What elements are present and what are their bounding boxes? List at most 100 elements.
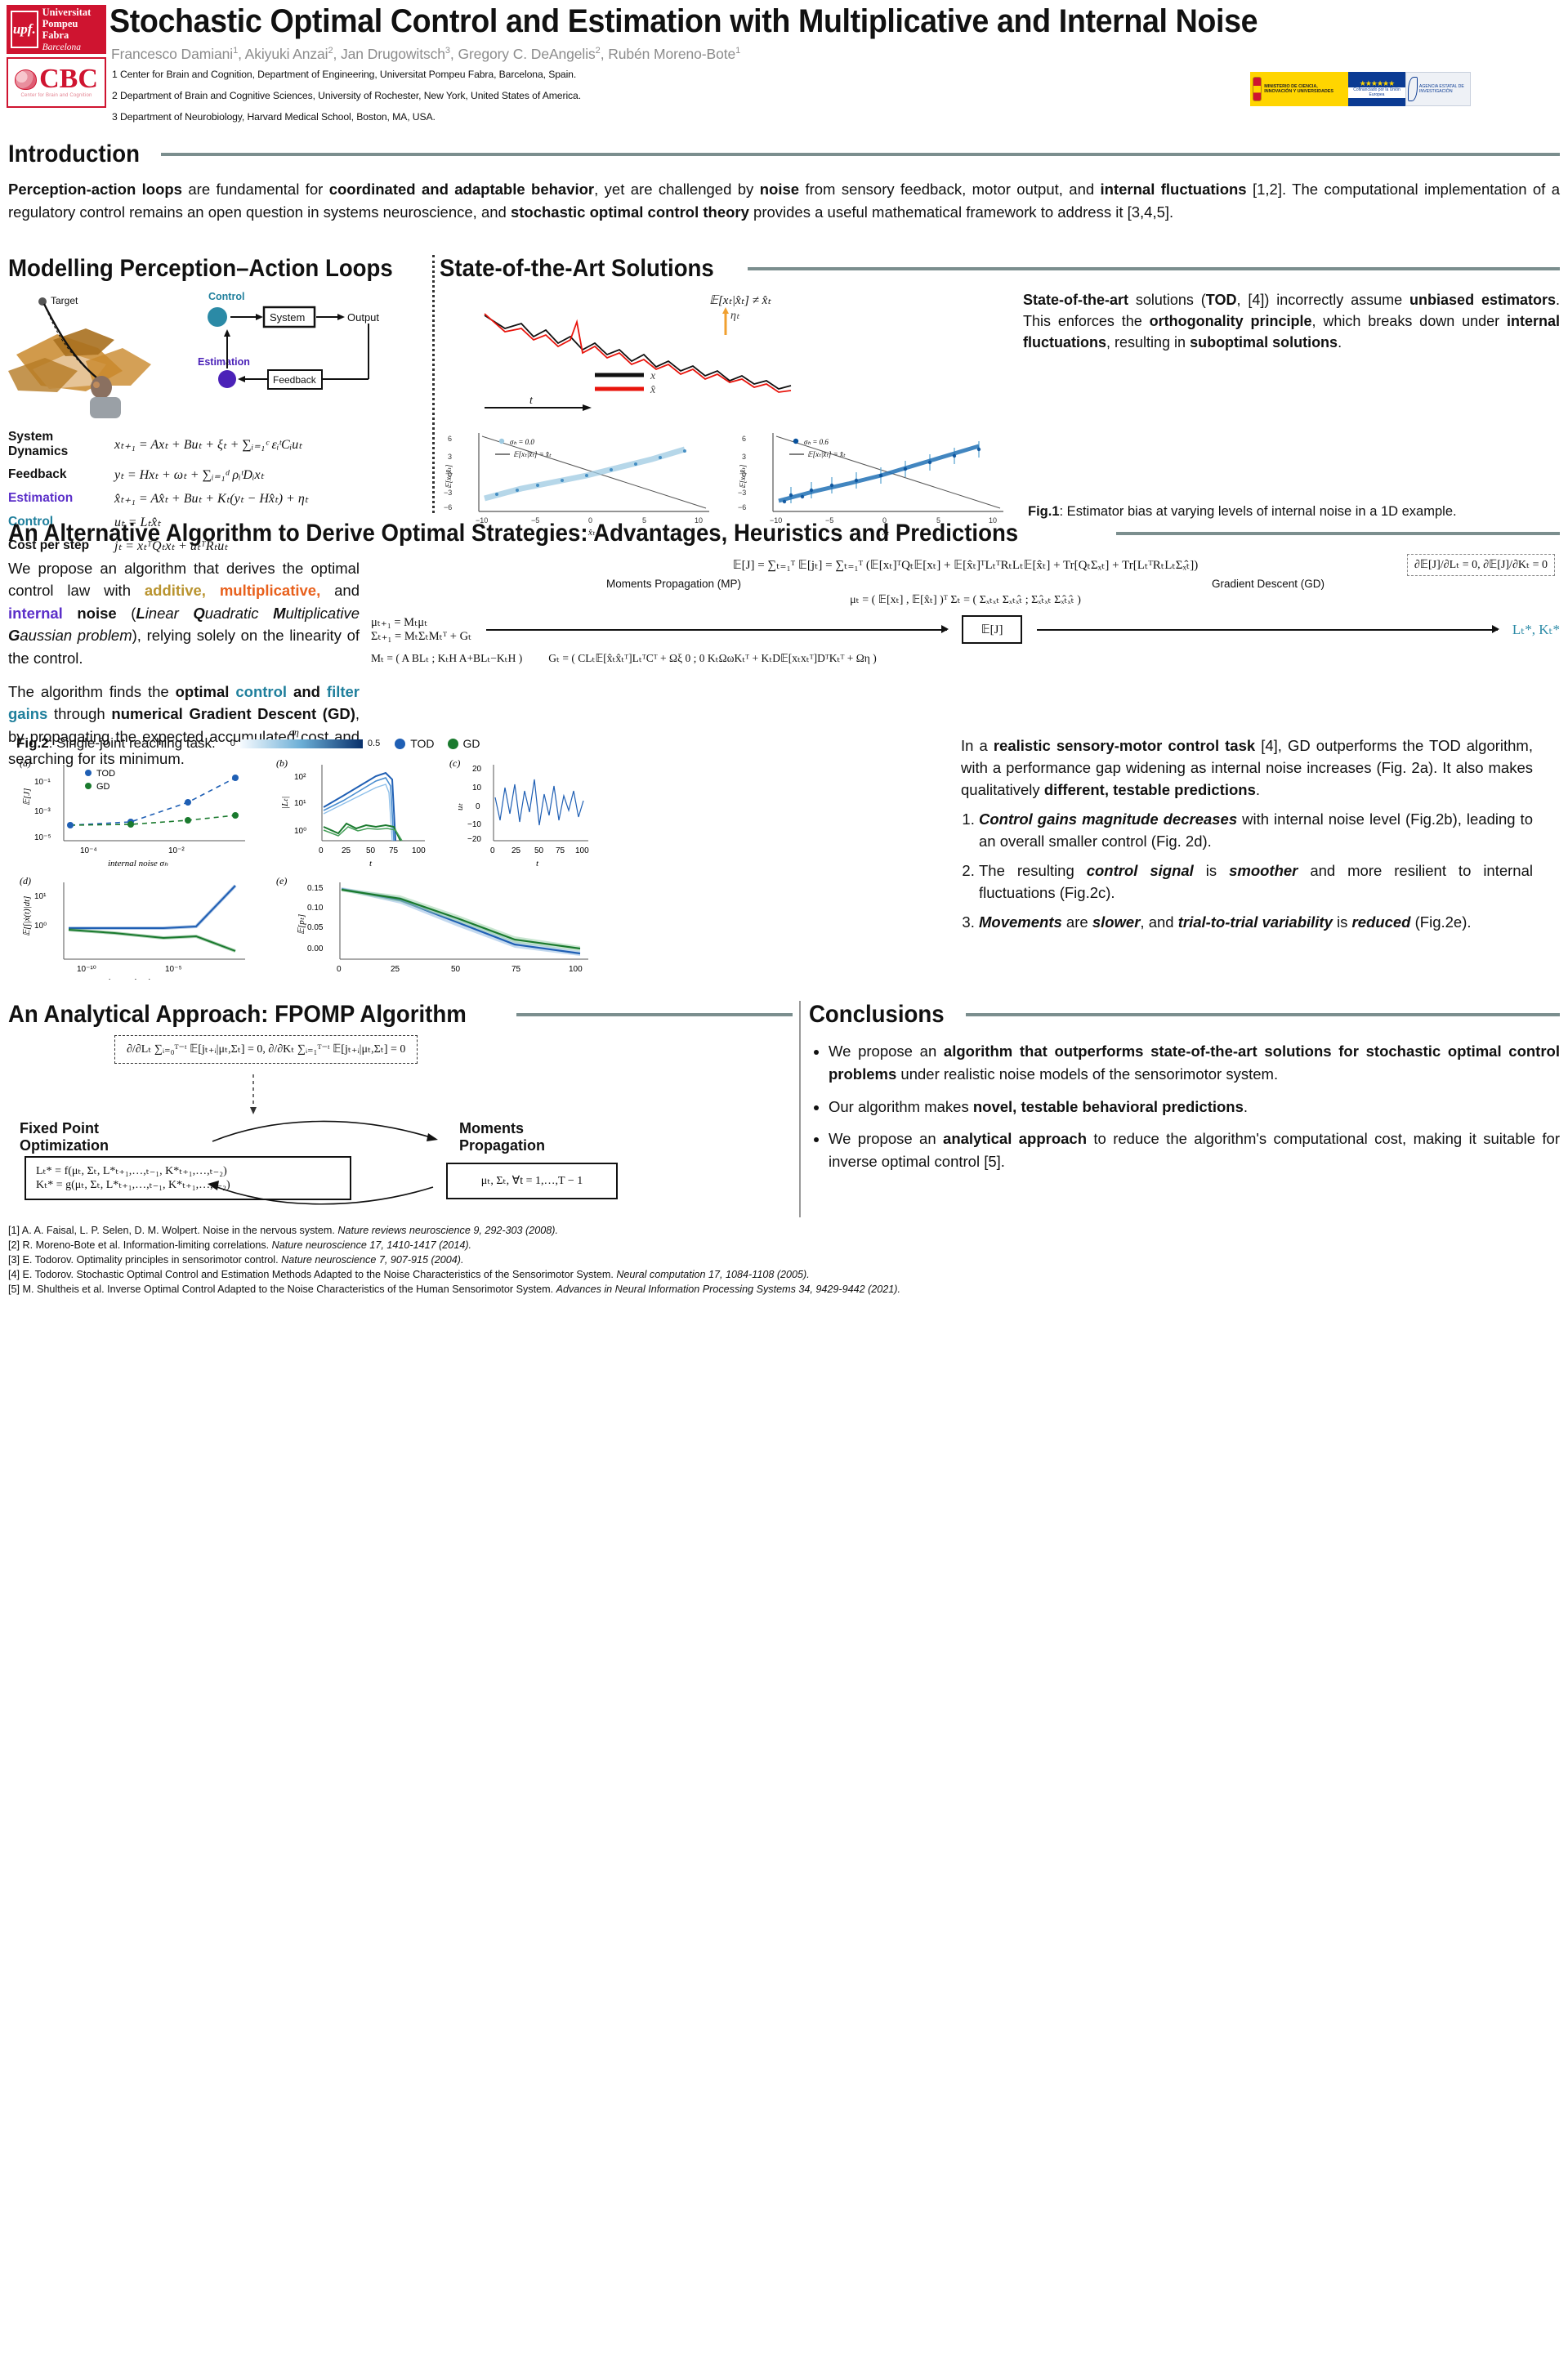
ytick: −6 <box>738 503 746 511</box>
svg-text:25: 25 <box>511 846 521 855</box>
fig1-identity-left: 𝔼[xₜ|x̂ₜ] = x̂ₜ <box>513 450 552 458</box>
reference-item: [5] M. Shultheis et al. Inverse Optimal … <box>8 1283 900 1295</box>
upf-logo-line2: Pompeu Fabra <box>42 17 78 41</box>
fig2-svg: (a) 10⁻¹ 10⁻³ 10⁻⁵ 10⁻⁴ 10⁻² internal noise… <box>20 757 589 980</box>
fig2-intro-text: In a realistic sensory-motor control tas… <box>961 737 1533 798</box>
affiliation-2: 2 Department of Brain and Cognitive Scie… <box>112 90 582 101</box>
legend-dot-tod <box>395 738 406 749</box>
reference-item: [1] A. A. Faisal, L. P. Selen, D. M. Wol… <box>8 1225 558 1236</box>
ylabel: 𝔼[xₜ|x̂ₜ] <box>444 464 453 489</box>
aei-logo-text: AGENCIA ESTATAL DE INVESTIGACIÓN <box>1418 83 1464 94</box>
svg-text:25: 25 <box>391 965 400 974</box>
svg-text:10⁰: 10⁰ <box>294 827 306 836</box>
svg-text:0: 0 <box>490 846 495 855</box>
conclusion-item: We propose an algorithm that outperforms… <box>829 1040 1560 1086</box>
fpomp-diagram: ∂/∂Lₜ ∑ᵢ₌₀ᵀ⁻ᵗ 𝔼[jₜ₊ᵢ|μₜ,Σₜ] = 0, ∂/∂Kₜ ∑… <box>8 1035 793 1211</box>
fig1-sigma-right: σₕ = 0.6 <box>804 438 829 446</box>
mid-row: Modelling Perception–Action Loops <box>8 255 1560 553</box>
conclusions-heading: Conclusions <box>809 1001 945 1028</box>
upf-logo-text: Universitat Pompeu Fabra Barcelona <box>42 7 102 53</box>
svg-text:75: 75 <box>556 846 565 855</box>
ytick: 3 <box>448 453 452 461</box>
panel-d-id: (d) <box>20 875 31 886</box>
mp-label: Moments Propagation (MP) <box>605 578 742 590</box>
bottom-row: An Analytical Approach: FPOMP Algorithm … <box>8 1001 1560 1217</box>
xtick: −5 <box>531 516 539 525</box>
panel-b-ylabel: |Lₜ| <box>280 797 290 809</box>
fig1-caption: Fig.1: Estimator bias at varying levels … <box>1028 504 1457 519</box>
algorithm-heading: An Alternative Algorithm to Derive Optim… <box>8 520 1019 547</box>
modelling-heading: Modelling Perception–Action Loops <box>8 255 393 282</box>
trace-legend: x x̂ <box>595 370 656 396</box>
algorithm-section: An Alternative Algorithm to Derive Optim… <box>8 520 1560 781</box>
recursion-mu: μₜ₊₁ = Mₜμₜ <box>371 615 428 629</box>
fpomp-right-box: μₜ, Σₜ, ∀t = 1,…,T − 1 <box>446 1163 618 1199</box>
conclusion-item: Our algorithm makes novel, testable beha… <box>829 1096 1560 1118</box>
equation-expression: yₜ = Hxₜ + ωₜ + ∑ᵢ₌₁ᵈ ρᵢᵗDᵢxₜ <box>114 468 265 482</box>
control-label: Control <box>208 291 244 302</box>
xtick: 10 <box>989 516 997 525</box>
heading-rule <box>747 267 1560 270</box>
optimal-gains: Lₜ*, Kₜ* <box>1512 621 1561 637</box>
fig1-sigma-left: σₕ = 0.0 <box>510 438 534 446</box>
fig2-discussion: In a realistic sensory-motor control tas… <box>961 735 1533 980</box>
spain-crest-icon <box>1253 77 1262 101</box>
cbc-logo-subtitle: Center for Brain and Cognition <box>20 93 92 99</box>
xtick: 5 <box>642 516 646 525</box>
xhat-trace <box>484 313 792 393</box>
colorbar-max: 0.5 <box>367 739 381 748</box>
perception-action-diagram: Target Control System Output Feedback Es… <box>8 289 427 428</box>
ytick: 6 <box>742 435 746 443</box>
equation-row: Control uₜ = Lₜx̂ₜ <box>8 514 427 530</box>
svg-text:100: 100 <box>412 846 426 855</box>
ministry-logo: MINISTERIO DE CIENCIA, INNOVACIÓN Y UNIV… <box>1250 72 1348 106</box>
equation-label: Feedback <box>8 467 67 481</box>
equation-label: Cost per step <box>8 538 90 552</box>
svg-text:50: 50 <box>451 965 461 974</box>
colorbar-min: 0 <box>230 739 235 748</box>
svg-text:100: 100 <box>575 846 589 855</box>
svg-text:10⁻²: 10⁻² <box>168 846 185 855</box>
time-axis-label: t <box>529 395 534 407</box>
system-box <box>262 306 316 328</box>
panel-a-ylabel: 𝔼[J] <box>22 788 32 806</box>
legend-dot-gd <box>447 738 458 749</box>
algorithm-bullet: We propose an algorithm that derives the… <box>8 557 360 669</box>
svg-text:−20: −20 <box>467 835 481 844</box>
svg-text:50: 50 <box>534 846 544 855</box>
equation-expression: x̂ₜ₊₁ = Ax̂ₜ + Buₜ + Kₜ(yₜ − Hx̂ₜ) + ηₜ <box>114 492 309 506</box>
reference-item: [4] E. Todorov. Stochastic Optimal Contr… <box>8 1268 810 1280</box>
svg-text:10: 10 <box>472 784 482 793</box>
ytick: −3 <box>738 489 746 497</box>
svg-text:0.15: 0.15 <box>307 884 324 893</box>
sota-paragraph: State-of-the-art solutions (TOD, [4]) in… <box>1023 292 1560 351</box>
conclusions-list: We propose an algorithm that outperforms… <box>829 1040 1560 1173</box>
cbc-logo-text: CBC <box>39 63 98 94</box>
references-section: [1] A. A. Faisal, L. P. Selen, D. M. Wol… <box>8 1224 1560 1297</box>
fpomp-heading: An Analytical Approach: FPOMP Algorithm <box>8 1001 467 1028</box>
equation-row: Feedback yₜ = Hxₜ + ωₜ + ∑ᵢ₌₁ᵈ ρᵢᵗDᵢxₜ <box>8 467 427 483</box>
funding-logos: MINISTERIO DE CIENCIA, INNOVACIÓN Y UNIV… <box>1250 72 1471 106</box>
output-label: Output <box>347 311 379 324</box>
svg-text:100: 100 <box>569 965 583 974</box>
ytick: 6 <box>448 435 452 443</box>
gd-label: Gradient Descent (GD) <box>1211 578 1325 590</box>
legend-marker <box>498 438 505 444</box>
heading-rule <box>160 153 1560 156</box>
svg-text:10⁻⁵: 10⁻⁵ <box>165 965 182 974</box>
panel-a-legend-tod: TOD <box>96 769 115 779</box>
fig1-panel-left: 6 3 0 −3 −6 −10 −5 0 5 10 x̂ₜ 𝔼[xₜ|x̂ₜ] <box>440 423 717 538</box>
svg-text:20: 20 <box>472 765 482 774</box>
panel-d-xlabel: internal noise σₕ <box>108 977 168 980</box>
panel-d-ylabel: 𝔼[∫|ẋ(t)|dt] <box>22 896 32 936</box>
x-trace <box>484 315 792 390</box>
svg-text:0: 0 <box>337 965 342 974</box>
panel-c-ylabel: uₜ <box>455 803 465 811</box>
svg-text:50: 50 <box>366 846 376 855</box>
fpomp-arrows <box>208 1074 438 1205</box>
reaching-scene-icon <box>8 297 151 418</box>
ytick: −6 <box>444 503 452 511</box>
svg-text:10⁰: 10⁰ <box>34 922 47 931</box>
reference-item: [3] E. Todorov. Optimality principles in… <box>8 1253 464 1266</box>
target-label: Target <box>51 295 78 306</box>
